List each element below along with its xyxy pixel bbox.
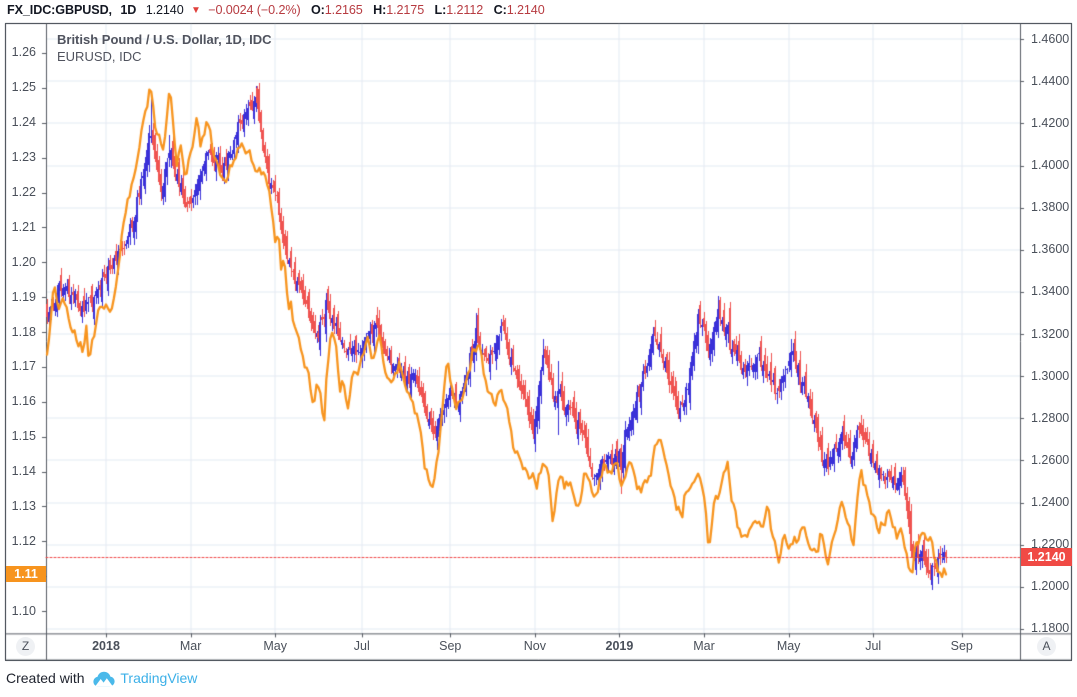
right-axis-label: 1.3600 (1031, 242, 1070, 257)
left-axis-label: 1.19 (11, 289, 36, 304)
legend-main-series[interactable]: British Pound / U.S. Dollar, 1D, IDC (57, 32, 272, 47)
right-axis-label: 1.2200 (1031, 537, 1070, 552)
created-with-text: Created with (6, 670, 85, 686)
right-axis-label: 1.4600 (1031, 31, 1070, 46)
left-axis-label: 1.20 (11, 254, 36, 269)
left-axis-label: 1.26 (11, 45, 36, 60)
time-axis-label: Nov (523, 639, 546, 653)
left-axis-label: 1.10 (11, 603, 36, 618)
time-axis-label: Mar (693, 639, 715, 653)
left-axis-label: 1.25 (11, 80, 36, 95)
right-axis-label: 1.2400 (1031, 495, 1070, 510)
tradingview-logo-icon (93, 671, 116, 687)
overlay-price-label: 1.11 (6, 566, 46, 583)
attribution-footer: Created with TradingView (6, 670, 197, 692)
left-axis-label: 1.18 (11, 324, 36, 339)
right-axis-label: 1.3400 (1031, 284, 1070, 299)
time-axis-label: May (776, 639, 801, 653)
time-axis-label: Sep (439, 639, 462, 653)
left-axis-label: 1.24 (11, 115, 36, 130)
left-axis-label: 1.15 (11, 429, 36, 444)
time-axis-label: Jul (865, 639, 882, 653)
right-axis-label: 1.2800 (1031, 410, 1070, 425)
time-axis-label: 2019 (605, 639, 634, 653)
left-axis-label: 1.21 (11, 219, 36, 234)
last-price-label: 1.2140 (1021, 548, 1072, 567)
time-axis-label: 2018 (92, 639, 120, 653)
right-axis-label: 1.4000 (1031, 158, 1070, 173)
timezone-button[interactable]: Z (16, 637, 35, 656)
auto-scale-button[interactable]: A (1037, 637, 1056, 656)
right-axis-label: 1.4400 (1031, 73, 1070, 88)
left-axis-label: 1.12 (11, 533, 36, 548)
chart-legend: British Pound / U.S. Dollar, 1D, IDC EUR… (57, 31, 272, 65)
left-axis-label: 1.17 (11, 359, 36, 374)
tradingview-brand-text[interactable]: TradingView (120, 670, 198, 686)
right-axis-label: 1.3200 (1031, 326, 1070, 341)
time-axis-label: Jul (353, 639, 370, 653)
right-axis-label: 1.4200 (1031, 115, 1070, 130)
right-axis-label: 1.2600 (1031, 452, 1070, 467)
time-axis-label: Mar (179, 639, 202, 653)
legend-overlay-series[interactable]: EURUSD, IDC (57, 49, 142, 64)
left-axis-label: 1.14 (11, 464, 36, 479)
right-axis-label: 1.3800 (1031, 200, 1070, 215)
right-axis-label: 1.3000 (1031, 368, 1070, 383)
time-axis-label: Sep (950, 639, 973, 653)
left-axis-label: 1.13 (11, 498, 36, 513)
right-axis-label: 1.2000 (1031, 579, 1070, 594)
time-axis-label: May (263, 639, 287, 653)
left-axis-label: 1.16 (11, 394, 36, 409)
right-axis-label: 1.1800 (1031, 621, 1070, 636)
left-axis-label: 1.22 (11, 185, 36, 200)
left-axis-label: 1.23 (11, 150, 36, 165)
